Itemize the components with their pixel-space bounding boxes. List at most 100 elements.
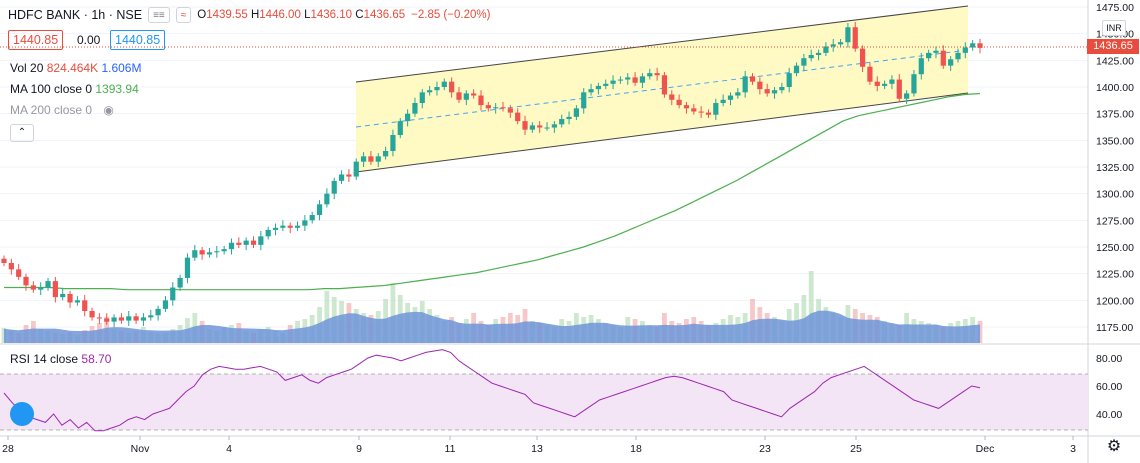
candle — [82, 295, 88, 317]
price-axis[interactable]: 1475.001450.001425.001400.001375.001350.… — [1096, 2, 1134, 334]
candle — [500, 101, 506, 112]
candle — [192, 244, 198, 261]
candle — [294, 221, 301, 231]
candle — [698, 106, 704, 118]
candle — [16, 264, 22, 281]
tradingview-logo-icon[interactable] — [10, 402, 34, 426]
hidden-eye-icon[interactable]: ◉ — [103, 103, 114, 117]
candle — [918, 52, 924, 80]
candle — [544, 122, 550, 131]
time-axis[interactable]: 28 Nov 4 9 11 13 18 23 25 Dec 3 — [2, 436, 1076, 455]
candle — [515, 108, 521, 125]
candle — [74, 296, 80, 306]
candle — [911, 69, 917, 97]
candle — [867, 62, 873, 85]
symbol-legend: HDFC BANK · 1h · NSE ≡≡ ≈ O1439.55 H1446… — [8, 7, 490, 23]
price-axis-label: 1400.00 — [1096, 82, 1134, 94]
buy-price-button[interactable]: 1440.85 — [110, 30, 166, 50]
candle — [603, 79, 609, 90]
candle — [529, 122, 535, 133]
candle — [837, 39, 844, 48]
ohlc-values: O1439.55 H1446.00 L1436.10 C1436.65 — [197, 9, 406, 21]
candle — [52, 276, 58, 303]
candle — [162, 296, 169, 313]
candle — [948, 56, 954, 71]
candle — [382, 146, 389, 160]
sell-price-button[interactable]: 1440.85 — [8, 30, 64, 50]
candle — [573, 105, 579, 121]
volume-bar — [324, 291, 330, 343]
candle — [419, 89, 425, 109]
rsi-axis: 80.00 60.00 40.00 — [1096, 353, 1122, 421]
volume-legend[interactable]: Vol 20 824.464K 1.606M — [10, 61, 142, 75]
candle — [786, 67, 792, 93]
time-axis-label: 13 — [531, 443, 543, 455]
candle — [808, 49, 814, 62]
candle — [970, 40, 976, 51]
candle — [815, 49, 822, 61]
candle — [779, 82, 785, 94]
candle — [434, 81, 440, 96]
candle — [617, 76, 624, 84]
candle — [705, 109, 712, 118]
candle — [338, 170, 345, 185]
candle — [405, 109, 411, 127]
candle — [537, 121, 543, 133]
candle — [148, 309, 154, 321]
candle — [566, 111, 572, 125]
flag-icon[interactable]: ≈ — [175, 7, 192, 23]
candle — [265, 226, 271, 240]
candle — [375, 153, 381, 167]
price-axis-label: 1225.00 — [1096, 269, 1134, 281]
candle — [647, 68, 653, 80]
last-price-tag: 1436.65 — [1087, 39, 1139, 54]
candle — [309, 211, 315, 224]
symbol-title[interactable]: HDFC BANK · 1h · NSE — [8, 8, 143, 22]
candle — [30, 281, 36, 293]
ma200-legend[interactable]: MA 200 close 0 ◉ — [10, 103, 114, 117]
candle — [713, 98, 719, 121]
candle — [727, 92, 734, 106]
compare-toggle-icon[interactable]: ≡≡ — [148, 7, 170, 23]
candle — [23, 273, 29, 291]
candle — [449, 77, 455, 98]
time-axis-label: 3 — [1070, 443, 1076, 455]
candle — [522, 115, 528, 135]
candle — [236, 237, 242, 249]
candle — [67, 290, 73, 308]
candle — [346, 169, 352, 182]
price-axis-label: 1350.00 — [1096, 135, 1134, 147]
ma100-line — [4, 92, 981, 291]
candle — [669, 90, 675, 106]
price-axis-label: 1250.00 — [1096, 242, 1134, 254]
candle — [654, 67, 660, 81]
candle — [874, 76, 880, 92]
time-axis-label: Nov — [131, 443, 150, 455]
ma100-legend[interactable]: MA 100 close 0 1393.94 — [10, 82, 139, 96]
gear-icon[interactable]: ⚙ — [1106, 438, 1122, 455]
candle — [45, 277, 51, 291]
candle — [280, 220, 286, 231]
candle — [456, 87, 462, 103]
currency-label[interactable]: INR — [1102, 20, 1126, 36]
rsi-legend[interactable]: RSI 14 close 58.70 — [10, 352, 112, 366]
candle — [302, 215, 308, 231]
candle — [485, 101, 491, 112]
candle — [243, 237, 249, 251]
candle — [683, 101, 690, 114]
price-change: −2.85 (−0.20%) — [411, 9, 491, 21]
price-axis-label: 1175.00 — [1096, 322, 1133, 334]
candle — [551, 121, 557, 133]
candle — [177, 274, 183, 291]
candle — [691, 104, 697, 115]
candle — [559, 114, 565, 128]
collapse-legend-button[interactable]: ⌃ — [10, 124, 34, 142]
time-axis-label: 23 — [759, 443, 771, 455]
candle — [1, 255, 7, 267]
candle — [882, 80, 888, 90]
candle — [896, 74, 902, 102]
channel-lower-line — [355, 92, 969, 173]
candle — [228, 238, 235, 255]
candle — [940, 45, 946, 69]
